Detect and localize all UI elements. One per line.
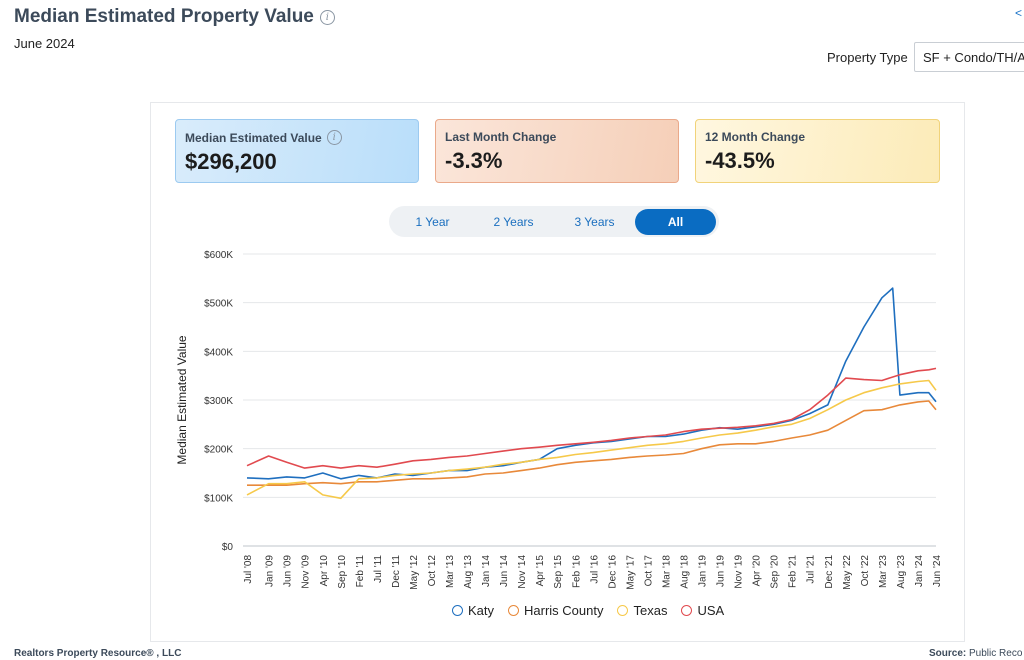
last-month-change-card: Last Month Change -3.3% <box>435 119 679 183</box>
x-tick-label: Sep '20 <box>770 555 781 589</box>
legend-item-harris-county[interactable]: Harris County <box>508 603 603 618</box>
y-tick-label: $200K <box>204 445 233 456</box>
twelve-month-change-value: -43.5% <box>705 148 775 173</box>
last-month-change-value: -3.3% <box>445 148 503 173</box>
x-tick-label: Dec '11 <box>391 555 402 588</box>
y-tick-label: $500K <box>204 299 233 310</box>
page-title-text: Median Estimated Property Value <box>14 6 314 27</box>
chart-legend: Katy Harris County Texas USA <box>452 603 724 618</box>
median-value: $296,200 <box>185 149 277 174</box>
property-type-label: Property Type <box>827 50 908 65</box>
x-tick-label: Jul '21 <box>806 555 817 584</box>
series-line-texas[interactable] <box>246 379 937 500</box>
x-tick-label: Dec '21 <box>824 555 835 589</box>
legend-swatch <box>617 605 629 616</box>
time-range-selector: 1 Year 2 Years 3 Years All <box>389 206 719 237</box>
footer-source: Source: Public Reco <box>929 648 1022 659</box>
footer-source-label: Source: <box>929 648 967 659</box>
x-tick-label: Jul '16 <box>589 555 600 584</box>
chart-panel <box>150 102 965 642</box>
range-all-button[interactable]: All <box>635 208 716 235</box>
legend-item-usa[interactable]: USA <box>681 603 724 618</box>
x-tick-label: Feb '21 <box>788 555 799 588</box>
x-tick-label: Apr '20 <box>752 555 763 587</box>
y-tick-label: $600K <box>204 250 233 261</box>
x-axis-ticks: Jul '08 Jan '09 Jun '09 Nov '09 Apr '10 Sep '… <box>243 555 943 590</box>
y-axis-label: Median Estimated Value <box>175 335 189 465</box>
y-tick-label: $100K <box>204 493 233 504</box>
y-tick-label: $0 <box>222 542 234 553</box>
footer-copyright: Realtors Property Resource® , LLC <box>14 648 182 659</box>
x-tick-label: Mar '18 <box>661 555 672 588</box>
x-tick-label: Aug '18 <box>679 555 690 589</box>
legend-item-katy[interactable]: Katy <box>452 603 494 618</box>
x-tick-label: Jan '24 <box>914 555 925 587</box>
legend-label: USA <box>697 603 725 618</box>
x-tick-label: Nov '09 <box>301 555 312 589</box>
x-tick-label: May '22 <box>842 555 853 590</box>
share-icon[interactable]: < <box>1014 6 1022 20</box>
x-tick-label: Sep '15 <box>553 555 564 589</box>
legend-item-texas[interactable]: Texas <box>617 603 667 618</box>
legend-swatch <box>508 605 520 616</box>
legend-swatch <box>452 605 463 616</box>
series-line-usa[interactable] <box>246 367 937 469</box>
x-tick-label: Mar '13 <box>445 555 456 588</box>
range-2-years-button[interactable]: 2 Years <box>493 214 534 229</box>
y-tick-label: $400K <box>204 347 233 358</box>
x-tick-label: Dec '16 <box>607 555 618 589</box>
x-tick-label: Nov '19 <box>734 555 745 589</box>
x-tick-label: May '17 <box>625 555 636 590</box>
twelve-month-change-label: 12 Month Change <box>705 130 806 144</box>
property-type-select[interactable]: SF + Condo/TH/A <box>914 42 1024 72</box>
y-axis-ticks: $0 $100K $200K $300K $400K $500K $600K <box>204 250 233 553</box>
legend-label: Harris County <box>524 603 604 618</box>
x-tick-label: Feb '11 <box>355 555 366 588</box>
x-tick-label: Jul '11 <box>373 555 384 583</box>
median-value-label: Median Estimated Value <box>185 130 322 145</box>
chart-series <box>246 287 937 500</box>
series-line-harris-county[interactable] <box>247 400 937 487</box>
x-tick-label: Mar '23 <box>878 555 889 588</box>
report-date: June 2024 <box>14 36 75 51</box>
legend-label: Katy <box>468 603 495 618</box>
x-tick-label: Jun '19 <box>716 555 727 587</box>
x-tick-label: Jun '14 <box>499 555 510 587</box>
x-tick-label: Jun '09 <box>283 555 294 587</box>
range-3-years-button[interactable]: 3 Years <box>574 214 615 229</box>
line-chart: $0 $100K $200K $300K $400K $500K $600K Jul '08… <box>175 250 943 590</box>
footer-source-text: Public Reco <box>969 648 1023 659</box>
twelve-month-change-card: 12 Month Change -43.5% <box>695 119 940 183</box>
x-tick-label: Apr '10 <box>319 555 330 587</box>
info-icon[interactable]: i <box>326 130 342 145</box>
x-tick-label: Jan '09 <box>265 555 276 587</box>
x-tick-label: Aug '13 <box>463 555 474 589</box>
x-tick-label: Oct '22 <box>860 555 871 587</box>
x-tick-label: May '12 <box>409 555 420 590</box>
x-tick-label: Feb '16 <box>571 555 582 588</box>
x-tick-label: Oct '12 <box>427 555 438 587</box>
last-month-change-label: Last Month Change <box>445 130 557 144</box>
x-tick-label: Aug '23 <box>896 555 907 589</box>
legend-swatch <box>681 605 693 616</box>
info-icon[interactable]: i <box>319 9 335 25</box>
y-tick-label: $300K <box>204 396 233 407</box>
median-value-card: Median Estimated Value i $296,200 <box>175 119 419 183</box>
x-tick-label: Apr '15 <box>535 555 546 587</box>
range-1-year-button[interactable]: 1 Year <box>415 214 450 229</box>
x-tick-label: Jan '19 <box>698 555 709 587</box>
x-tick-label: Nov '14 <box>517 555 528 589</box>
chart-gridlines <box>243 253 936 547</box>
x-tick-label: Jan '14 <box>481 555 492 587</box>
page-title: Median Estimated Property Value i <box>14 6 335 28</box>
x-tick-label: Jun '24 <box>932 555 943 587</box>
legend-label: Texas <box>633 603 668 618</box>
x-tick-label: Jul '08 <box>243 555 254 584</box>
x-tick-label: Sep '10 <box>337 555 348 589</box>
x-tick-label: Oct '17 <box>643 555 654 587</box>
series-line-katy[interactable] <box>246 287 937 480</box>
